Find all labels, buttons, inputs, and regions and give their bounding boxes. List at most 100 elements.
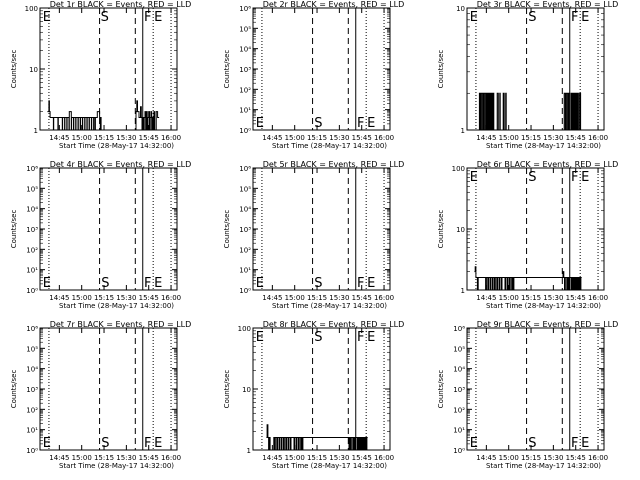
- x-tick-label: 15:00: [72, 134, 92, 142]
- x-tick-label: 15:45: [566, 294, 586, 302]
- x-tick-label: 16:00: [588, 454, 608, 462]
- x-tick-label: 15:00: [72, 294, 92, 302]
- y-tick-label: 10: [242, 386, 251, 394]
- y-tick-label: 10⁰: [26, 447, 38, 455]
- phase-marker: E: [581, 436, 589, 451]
- phase-marker: S: [101, 276, 109, 291]
- y-tick-label: 10⁶: [453, 325, 465, 333]
- x-tick-label: 15:15: [94, 294, 114, 302]
- detector-panel: Det 5r BLACK = Events, RED = LLD 10⁶ 10⁵ 10…: [223, 160, 404, 310]
- x-tick-label: 15:15: [521, 454, 541, 462]
- x-tick-label: 15:45: [139, 134, 159, 142]
- x-tick-label: 15:30: [543, 294, 563, 302]
- x-axis-label: Start Time (28-May-17 14:32:00): [272, 302, 387, 310]
- x-axis-label: Start Time (28-May-17 14:32:00): [59, 302, 174, 310]
- phase-marker: F: [571, 10, 578, 25]
- events-series-line: [474, 266, 582, 291]
- panel-title: Det 6r BLACK = Events, RED = LLD: [477, 160, 619, 169]
- x-tick-label: 15:00: [72, 454, 92, 462]
- y-tick-label: 10²: [239, 86, 251, 94]
- y-tick-label: 10⁶: [239, 165, 251, 173]
- x-axis-label: Start Time (28-May-17 14:32:00): [272, 462, 387, 470]
- y-axis-label: Counts/sec: [437, 50, 445, 89]
- phase-marker: E: [43, 436, 51, 451]
- y-tick-label: 10⁰: [453, 447, 465, 455]
- y-tick-label: 100: [452, 165, 465, 173]
- phase-marker: E: [154, 276, 162, 291]
- x-axis-label: Start Time (28-May-17 14:32:00): [486, 302, 601, 310]
- y-tick-label: 10⁴: [453, 366, 465, 374]
- x-tick-label: 15:45: [566, 454, 586, 462]
- phase-marker: S: [314, 116, 322, 131]
- y-tick-label: 10⁰: [26, 287, 38, 295]
- x-axis-label: Start Time (28-May-17 14:32:00): [59, 142, 174, 150]
- detector-panel: Det 2r BLACK = Events, RED = LLD 10⁶ 10⁵ 10…: [223, 0, 404, 150]
- y-axis-label: Counts/sec: [223, 370, 231, 409]
- y-tick-label: 1: [461, 287, 465, 295]
- y-tick-label: 10⁴: [239, 206, 251, 214]
- y-tick-label: 10⁰: [239, 127, 251, 135]
- y-tick-label: 10⁵: [239, 185, 251, 193]
- x-axis-label: Start Time (28-May-17 14:32:00): [486, 142, 601, 150]
- x-tick-label: 16:00: [161, 454, 181, 462]
- phase-marker: S: [528, 170, 536, 185]
- x-tick-label: 14:45: [49, 294, 69, 302]
- x-tick-label: 14:45: [49, 134, 69, 142]
- y-tick-label: 1: [461, 127, 465, 135]
- x-tick-label: 15:00: [285, 294, 305, 302]
- plot-frame: [466, 327, 605, 451]
- y-tick-label: 10⁴: [239, 46, 251, 54]
- y-tick-label: 1: [34, 127, 38, 135]
- phase-marker: E: [43, 276, 51, 291]
- phase-marker: E: [581, 10, 589, 25]
- x-axis-label: Start Time (28-May-17 14:32:00): [486, 462, 601, 470]
- phase-marker: F: [357, 116, 364, 131]
- y-tick-label: 10³: [453, 386, 465, 394]
- plot-frame: [39, 167, 178, 291]
- x-axis-label: Start Time (28-May-17 14:32:00): [59, 462, 174, 470]
- x-axis-label: Start Time (28-May-17 14:32:00): [272, 142, 387, 150]
- phase-marker: S: [314, 330, 322, 345]
- x-tick-label: 15:00: [499, 454, 519, 462]
- phase-marker: S: [528, 436, 536, 451]
- detector-panel: Det 1r BLACK = Events, RED = LLD 100 10 1 14…: [10, 0, 191, 150]
- y-tick-label: 10²: [453, 406, 465, 414]
- phase-marker: E: [43, 10, 51, 25]
- y-tick-label: 10⁵: [26, 345, 38, 353]
- phase-marker: E: [581, 170, 589, 185]
- detector-panel: Det 6r BLACK = Events, RED = LLD 100 10 1 14…: [437, 160, 618, 310]
- x-tick-label: 16:00: [588, 134, 608, 142]
- phase-marker: F: [357, 276, 364, 291]
- x-tick-label: 15:30: [116, 294, 136, 302]
- y-tick-label: 100: [238, 325, 251, 333]
- x-tick-label: 16:00: [374, 454, 394, 462]
- panel-title: Det 2r BLACK = Events, RED = LLD: [263, 0, 405, 9]
- x-tick-label: 16:00: [374, 134, 394, 142]
- x-tick-label: 15:00: [499, 134, 519, 142]
- x-tick-label: 15:00: [499, 294, 519, 302]
- x-tick-label: 15:30: [329, 134, 349, 142]
- x-tick-label: 15:45: [352, 454, 372, 462]
- x-tick-label: 15:15: [521, 294, 541, 302]
- detector-panel: Det 8r BLACK = Events, RED = LLD 100 10 1 14…: [223, 320, 404, 470]
- y-tick-label: 10: [456, 226, 465, 234]
- phase-marker: F: [571, 436, 578, 451]
- x-tick-label: 16:00: [374, 294, 394, 302]
- phase-marker: E: [256, 116, 264, 131]
- y-tick-label: 10¹: [26, 267, 38, 275]
- x-tick-label: 16:00: [588, 294, 608, 302]
- phase-marker: E: [367, 116, 375, 131]
- y-tick-label: 100: [25, 5, 38, 13]
- y-tick-label: 10²: [26, 406, 38, 414]
- plot-frame: [252, 7, 391, 131]
- y-tick-label: 10⁶: [26, 165, 38, 173]
- detector-panel: Det 9r BLACK = Events, RED = LLD 10⁶ 10⁵ 10…: [437, 320, 618, 470]
- phase-marker: S: [314, 276, 322, 291]
- y-tick-label: 10⁶: [239, 5, 251, 13]
- phase-marker: E: [154, 436, 162, 451]
- y-axis-label: Counts/sec: [437, 210, 445, 249]
- y-axis-label: Counts/sec: [223, 210, 231, 249]
- x-tick-label: 15:15: [521, 134, 541, 142]
- detector-panel: Det 3r BLACK = Events, RED = LLD 10 1 14:45…: [437, 0, 618, 150]
- phase-marker: E: [470, 170, 478, 185]
